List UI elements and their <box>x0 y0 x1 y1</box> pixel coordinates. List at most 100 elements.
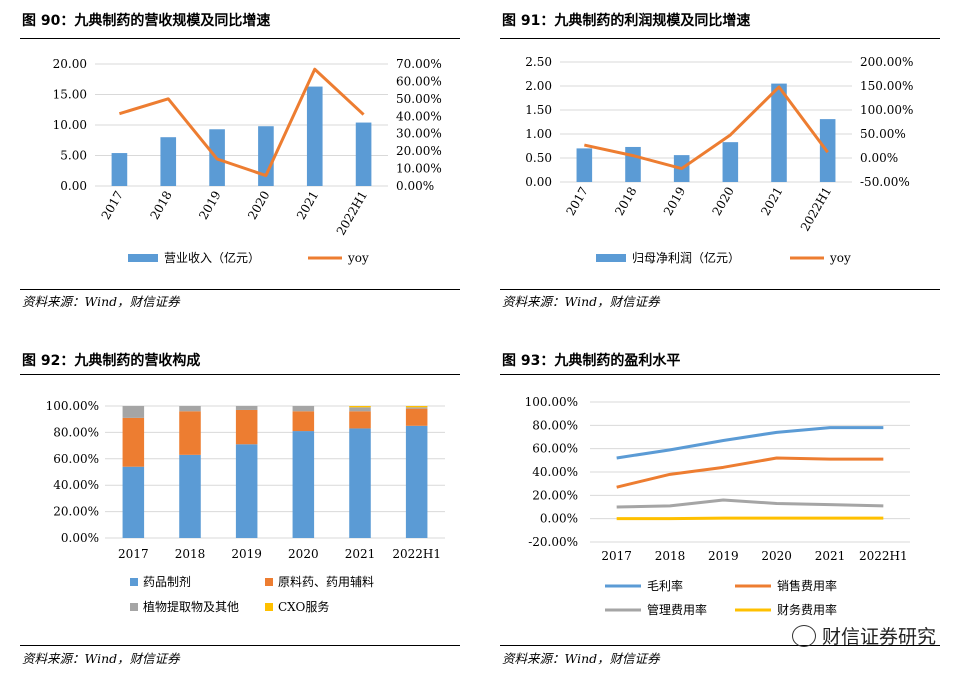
x-tick-label: 2017 <box>601 549 632 563</box>
y-tick-label: 20.00% <box>53 505 99 519</box>
title-rule <box>20 374 460 375</box>
panel-title: 图 92：九典制药的营收构成 <box>22 353 201 369</box>
x-tick-label: 2017 <box>564 185 591 218</box>
stacked-bar-segment <box>292 431 315 538</box>
y-tick-label: -20.00% <box>528 535 578 549</box>
legend-label: 销售费用率 <box>777 578 837 593</box>
y-right-tick-label: 150.00% <box>860 79 913 93</box>
title-rule <box>500 374 940 375</box>
legend-swatch-bar <box>596 254 626 262</box>
stacked-bar-segment <box>122 466 145 538</box>
x-tick-label: 2020 <box>288 547 319 561</box>
y-left-tick-label: 1.50 <box>525 103 552 117</box>
y-right-tick-label: 0.00% <box>396 179 434 193</box>
y-tick-label: 40.00% <box>53 478 99 492</box>
stacked-bar-segment <box>235 406 258 410</box>
legend-swatch <box>265 578 273 586</box>
legend-label: yoy <box>829 251 851 265</box>
panel-profitability: 图 93：九典制药的盈利水平 -20.00% 0.00% 20.00% 40.00% 6… <box>500 350 940 670</box>
y-left-tick-label: 15.00 <box>53 88 87 102</box>
x-tick-label: 2019 <box>196 189 223 222</box>
stacked-bar-segment <box>405 407 428 409</box>
y-tick-label: 60.00% <box>53 452 99 466</box>
panel-revenue-mix: 图 92：九典制药的营收构成 0.00% 20.00% 40.00% 60.00% 80… <box>20 350 460 670</box>
series-line <box>616 516 884 521</box>
legend-swatch <box>130 578 138 586</box>
stacked-bar-segment <box>235 444 258 538</box>
stacked-bar-segment <box>349 407 371 412</box>
y-left-tick-label: 5.00 <box>60 149 87 163</box>
y-tick-label: 0.00% <box>540 512 578 526</box>
x-tick-label: 2018 <box>655 549 686 563</box>
y-right-tick-label: 50.00% <box>396 92 442 106</box>
legend-label: 原料药、药用辅料 <box>278 575 374 589</box>
stacked-bar-segment <box>349 428 371 538</box>
watermark-text: 财信证券研究 <box>821 626 936 648</box>
x-tick-label: 2022H1 <box>798 185 834 234</box>
x-tick-label: 2021 <box>345 547 376 561</box>
y-right-tick-label: 20.00% <box>396 144 442 158</box>
y-tick-label: 100.00% <box>525 395 578 409</box>
x-tick-label: 2018 <box>175 547 206 561</box>
x-tick-label: 2022H1 <box>334 189 370 238</box>
x-tick-label: 2020 <box>710 184 737 217</box>
stacked-bar-segment <box>292 411 315 432</box>
x-tick-label: 2018 <box>147 189 174 222</box>
bar <box>722 142 739 182</box>
bar <box>771 83 787 182</box>
y-left-tick-label: 2.00 <box>525 79 552 93</box>
panel-title: 图 91：九典制药的利润规模及同比增速 <box>502 13 751 29</box>
y-right-tick-label: 100.00% <box>860 103 913 117</box>
legend-label: CXO服务 <box>278 599 329 614</box>
y-left-tick-label: 0.50 <box>525 151 552 165</box>
y-tick-label: 80.00% <box>53 425 99 439</box>
y-right-tick-label: 30.00% <box>396 127 442 141</box>
profit-chart: 0.00 0.50 1.00 1.50 2.00 2.50 -50.00% 0.00% 50.0… <box>525 55 913 265</box>
legend-label: 财务费用率 <box>777 602 837 617</box>
title-rule <box>20 38 460 39</box>
stacked-bar-segment <box>179 411 201 455</box>
bar <box>306 86 323 186</box>
legend-swatch <box>265 603 273 611</box>
y-right-tick-label: -50.00% <box>860 175 910 189</box>
y-tick-label: 60.00% <box>532 442 578 456</box>
stacked-bar-segment <box>405 425 428 538</box>
profitability-chart: -20.00% 0.00% 20.00% 40.00% 60.00% 80.00% 100.… <box>525 395 910 617</box>
y-left-tick-label: 0.00 <box>525 175 552 189</box>
source-note: 资料来源：Wind，财信证券 <box>502 651 660 666</box>
stacked-bar-segment <box>235 409 258 445</box>
source-note: 资料来源：Wind，财信证券 <box>502 294 660 309</box>
x-tick-label: 2018 <box>612 185 639 218</box>
bar <box>160 137 177 186</box>
y-tick-label: 40.00% <box>532 465 578 479</box>
y-left-tick-label: 2.50 <box>525 55 552 69</box>
legend-label: yoy <box>347 251 369 265</box>
y-right-tick-label: 0.00% <box>860 151 898 165</box>
y-left-tick-label: 0.00 <box>60 179 87 193</box>
legend-label: 营业收入（亿元） <box>164 250 260 265</box>
stacked-bar-segment <box>179 454 201 538</box>
x-tick-label: 2022H1 <box>859 549 908 563</box>
bar <box>625 146 641 182</box>
y-right-tick-label: 40.00% <box>396 109 442 123</box>
stacked-bar-segment <box>179 406 201 412</box>
source-rule <box>20 289 460 290</box>
legend-label: 管理费用率 <box>647 602 707 617</box>
x-tick-label: 2019 <box>708 549 739 563</box>
x-tick-label: 2019 <box>231 547 262 561</box>
x-tick-label: 2017 <box>118 547 149 561</box>
source-note: 资料来源：Wind，财信证券 <box>22 651 180 666</box>
stacked-bar-segment <box>405 406 428 408</box>
legend-label: 毛利率 <box>647 578 683 593</box>
wechat-icon <box>791 624 816 647</box>
source-rule <box>500 289 940 290</box>
legend-swatch <box>130 603 138 611</box>
y-right-tick-label: 50.00% <box>860 127 906 141</box>
x-tick-label: 2021 <box>294 189 321 222</box>
y-right-tick-label: 60.00% <box>396 74 442 88</box>
stacked-bar-segment <box>292 406 315 412</box>
revenue-chart: 0.00 5.00 10.00 15.00 20.00 0.00% 10.00% 20.00%… <box>53 57 442 265</box>
y-right-tick-label: 70.00% <box>396 57 442 71</box>
panel-revenue: 图 90：九典制药的营收规模及同比增速 0.00 5.00 10.00 15.00 20… <box>20 10 460 310</box>
bar <box>111 153 128 186</box>
